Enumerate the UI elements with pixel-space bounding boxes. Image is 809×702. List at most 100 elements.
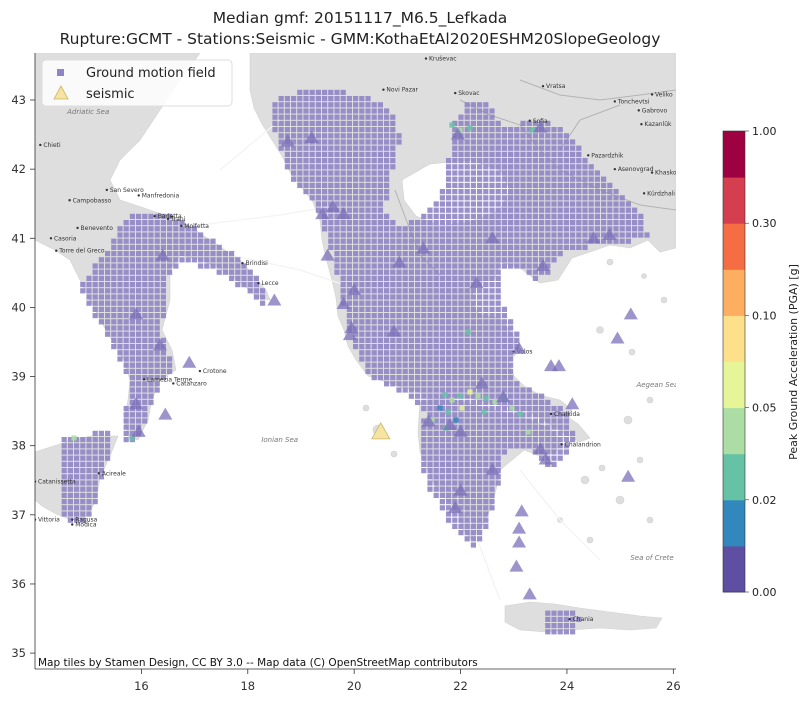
- station-marker[interactable]: [129, 397, 144, 410]
- gmf-cell: [625, 207, 631, 213]
- gmf-cell: [452, 306, 458, 312]
- gmf-cell: [346, 300, 352, 306]
- station-marker[interactable]: [416, 241, 431, 254]
- gmf-cell: [526, 182, 532, 188]
- gmf-cell: [458, 275, 464, 281]
- station-marker[interactable]: [623, 307, 638, 320]
- station-marker[interactable]: [565, 397, 580, 410]
- station-marker[interactable]: [453, 424, 468, 437]
- gmf-cell: [508, 356, 514, 362]
- station-marker[interactable]: [342, 328, 357, 341]
- station-marker[interactable]: [392, 255, 407, 268]
- gmf-cell: [123, 356, 129, 362]
- gmf-cell: [470, 170, 476, 176]
- gmf-cell: [458, 288, 464, 294]
- station-marker[interactable]: [610, 331, 625, 344]
- gmf-cell: [477, 418, 483, 424]
- station-marker[interactable]: [387, 324, 402, 337]
- gmf-cell: [501, 164, 507, 170]
- station-marker[interactable]: [485, 231, 500, 244]
- city-dot: [568, 618, 571, 621]
- station-marker[interactable]: [512, 521, 527, 534]
- station-marker[interactable]: [538, 452, 553, 465]
- station-marker[interactable]: [280, 134, 295, 147]
- gmf-cell: [539, 201, 545, 207]
- gmf-cell: [563, 418, 569, 424]
- gmf-cell: [601, 238, 607, 244]
- station-marker[interactable]: [512, 341, 527, 354]
- station-marker[interactable]: [129, 307, 144, 320]
- station-marker[interactable]: [320, 248, 335, 261]
- gmf-cell: [526, 201, 532, 207]
- station-marker[interactable]: [336, 296, 351, 309]
- gmf-cell: [179, 257, 185, 263]
- station-marker[interactable]: [325, 200, 340, 213]
- station-marker[interactable]: [469, 276, 484, 289]
- gmf-cell: [489, 492, 495, 498]
- gmf-cell: [439, 443, 445, 449]
- station-marker[interactable]: [485, 462, 500, 475]
- station-marker[interactable]: [474, 376, 489, 389]
- gmf-cell: [458, 189, 464, 195]
- legend[interactable]: Ground motion field seismic: [41, 59, 233, 107]
- station-marker[interactable]: [421, 414, 436, 427]
- gmf-cell: [315, 189, 321, 195]
- gmf-cell: [74, 443, 80, 449]
- gmf-cell: [160, 238, 166, 244]
- gmf-cell: [427, 244, 433, 250]
- station-marker[interactable]: [182, 355, 197, 368]
- gmf-cell: [433, 232, 439, 238]
- station-marker[interactable]: [304, 131, 319, 144]
- station-marker[interactable]: [448, 500, 463, 513]
- gmf-cell: [402, 325, 408, 331]
- gmf-cell: [303, 120, 309, 126]
- station-marker[interactable]: [267, 293, 282, 306]
- station-marker[interactable]: [522, 587, 537, 600]
- gmf-cell: [433, 331, 439, 337]
- station-marker[interactable]: [621, 469, 636, 482]
- station-marker[interactable]: [344, 321, 359, 334]
- gmf-cell: [315, 182, 321, 188]
- station-marker[interactable]: [158, 407, 173, 420]
- epicentre-triangle[interactable]: [371, 422, 391, 440]
- gmf-cell: [105, 313, 111, 319]
- gmf-cell: [477, 201, 483, 207]
- gmf-cell: [396, 139, 402, 145]
- station-marker[interactable]: [347, 283, 362, 296]
- gmf-cell: [514, 139, 520, 145]
- gmf-cell: [346, 319, 352, 325]
- station-marker[interactable]: [450, 127, 465, 140]
- station-marker[interactable]: [509, 559, 524, 572]
- station-marker[interactable]: [533, 120, 548, 133]
- station-marker[interactable]: [131, 424, 146, 437]
- station-marker[interactable]: [336, 207, 351, 220]
- station-marker[interactable]: [155, 248, 170, 261]
- station-marker[interactable]: [602, 227, 617, 240]
- station-marker[interactable]: [514, 504, 529, 517]
- station-marker[interactable]: [533, 442, 548, 455]
- gmf-cell: [80, 486, 86, 492]
- gmf-cell: [532, 406, 538, 412]
- gmf-cell: [433, 362, 439, 368]
- station-marker[interactable]: [551, 359, 566, 372]
- gmf-cell: [123, 269, 129, 275]
- station-marker[interactable]: [496, 390, 511, 403]
- gmf-cell: [452, 127, 458, 133]
- gmf-cell: [384, 189, 390, 195]
- epicentre-marker[interactable]: [371, 422, 391, 440]
- station-marker[interactable]: [536, 258, 551, 271]
- station-marker[interactable]: [442, 417, 457, 430]
- station-marker[interactable]: [453, 483, 468, 496]
- gmf-cell: [340, 201, 346, 207]
- station-marker[interactable]: [512, 535, 527, 548]
- gmf-cell: [67, 517, 73, 523]
- station-marker[interactable]: [315, 207, 330, 220]
- gmf-cell: [508, 195, 514, 201]
- gmf-cell: [483, 114, 489, 120]
- station-marker[interactable]: [586, 231, 601, 244]
- gmf-cell: [582, 238, 588, 244]
- gmf-cell-high: [71, 435, 77, 441]
- gmf-cell: [297, 151, 303, 157]
- station-marker[interactable]: [153, 338, 168, 351]
